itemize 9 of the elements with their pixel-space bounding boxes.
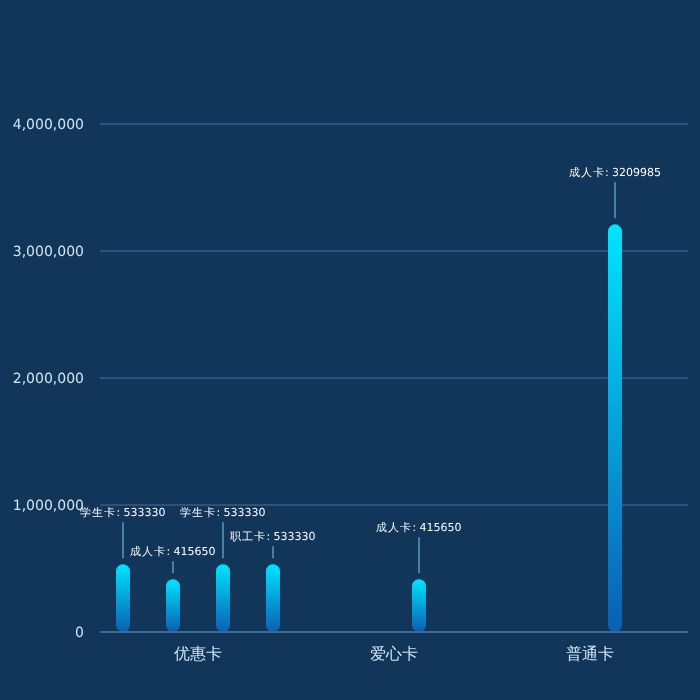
bar	[216, 564, 230, 632]
bar	[412, 579, 426, 632]
bar	[608, 224, 622, 632]
x-tick-label: 优惠卡	[174, 645, 222, 664]
bar	[166, 579, 180, 632]
x-tick-label: 爱心卡	[370, 645, 418, 664]
bar	[266, 564, 280, 632]
x-tick-label: 普通卡	[566, 645, 614, 664]
bar	[116, 564, 130, 632]
